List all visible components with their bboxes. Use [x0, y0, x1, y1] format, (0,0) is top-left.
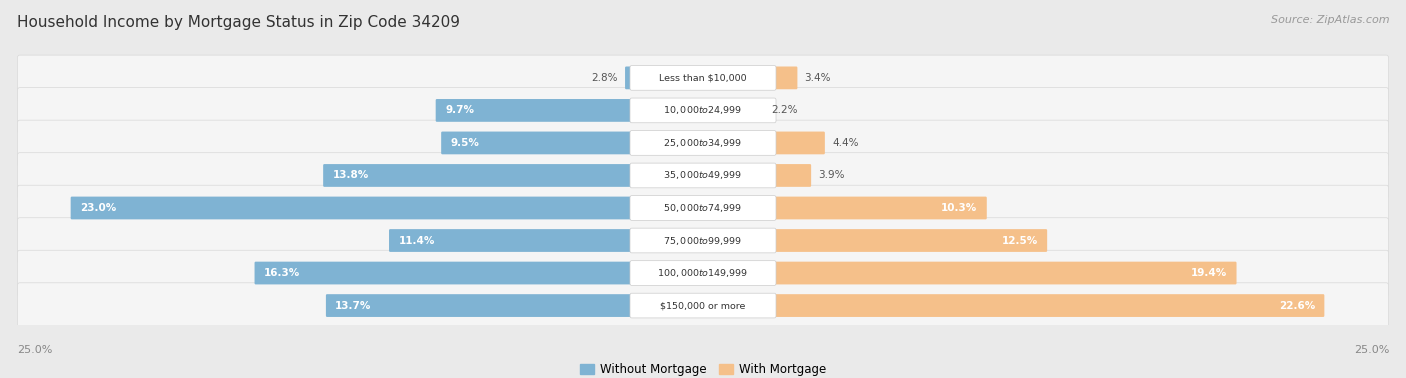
Text: 4.4%: 4.4% [832, 138, 859, 148]
FancyBboxPatch shape [702, 99, 765, 122]
Text: $50,000 to $74,999: $50,000 to $74,999 [664, 202, 742, 214]
Text: 10.3%: 10.3% [941, 203, 977, 213]
Text: Household Income by Mortgage Status in Zip Code 34209: Household Income by Mortgage Status in Z… [17, 15, 460, 30]
FancyBboxPatch shape [702, 67, 797, 89]
Text: 19.4%: 19.4% [1191, 268, 1227, 278]
FancyBboxPatch shape [17, 55, 1389, 101]
Text: 3.4%: 3.4% [804, 73, 831, 83]
FancyBboxPatch shape [702, 294, 1324, 317]
FancyBboxPatch shape [702, 164, 811, 187]
FancyBboxPatch shape [626, 67, 704, 89]
FancyBboxPatch shape [17, 283, 1389, 328]
FancyBboxPatch shape [630, 293, 776, 318]
Text: 25.0%: 25.0% [17, 345, 52, 355]
FancyBboxPatch shape [17, 185, 1389, 231]
FancyBboxPatch shape [441, 132, 704, 154]
Text: 2.8%: 2.8% [592, 73, 617, 83]
FancyBboxPatch shape [17, 153, 1389, 198]
FancyBboxPatch shape [702, 229, 1047, 252]
Text: 3.9%: 3.9% [818, 170, 845, 180]
Text: 11.4%: 11.4% [398, 235, 434, 246]
FancyBboxPatch shape [17, 250, 1389, 296]
Text: 9.5%: 9.5% [450, 138, 479, 148]
Text: $150,000 or more: $150,000 or more [661, 301, 745, 310]
FancyBboxPatch shape [326, 294, 704, 317]
FancyBboxPatch shape [702, 197, 987, 219]
FancyBboxPatch shape [389, 229, 704, 252]
Text: Source: ZipAtlas.com: Source: ZipAtlas.com [1271, 15, 1389, 25]
Text: 22.6%: 22.6% [1279, 301, 1315, 311]
FancyBboxPatch shape [254, 262, 704, 284]
Text: $75,000 to $99,999: $75,000 to $99,999 [664, 234, 742, 246]
FancyBboxPatch shape [630, 65, 776, 90]
FancyBboxPatch shape [436, 99, 704, 122]
FancyBboxPatch shape [630, 163, 776, 188]
Text: 2.2%: 2.2% [772, 105, 799, 115]
FancyBboxPatch shape [630, 196, 776, 220]
Text: $25,000 to $34,999: $25,000 to $34,999 [664, 137, 742, 149]
FancyBboxPatch shape [630, 261, 776, 285]
Text: 13.7%: 13.7% [335, 301, 371, 311]
Text: 12.5%: 12.5% [1001, 235, 1038, 246]
FancyBboxPatch shape [630, 228, 776, 253]
Legend: Without Mortgage, With Mortgage: Without Mortgage, With Mortgage [575, 358, 831, 378]
Text: 16.3%: 16.3% [264, 268, 299, 278]
FancyBboxPatch shape [702, 132, 825, 154]
FancyBboxPatch shape [17, 120, 1389, 166]
Text: 23.0%: 23.0% [80, 203, 117, 213]
FancyBboxPatch shape [323, 164, 704, 187]
Text: 25.0%: 25.0% [1354, 345, 1389, 355]
Text: Less than $10,000: Less than $10,000 [659, 73, 747, 82]
FancyBboxPatch shape [630, 130, 776, 155]
FancyBboxPatch shape [702, 262, 1236, 284]
FancyBboxPatch shape [17, 88, 1389, 133]
Text: $100,000 to $149,999: $100,000 to $149,999 [658, 267, 748, 279]
Text: 13.8%: 13.8% [332, 170, 368, 180]
Text: 9.7%: 9.7% [446, 105, 474, 115]
Text: $10,000 to $24,999: $10,000 to $24,999 [664, 104, 742, 116]
FancyBboxPatch shape [630, 98, 776, 123]
FancyBboxPatch shape [70, 197, 704, 219]
Text: $35,000 to $49,999: $35,000 to $49,999 [664, 169, 742, 181]
FancyBboxPatch shape [17, 218, 1389, 263]
